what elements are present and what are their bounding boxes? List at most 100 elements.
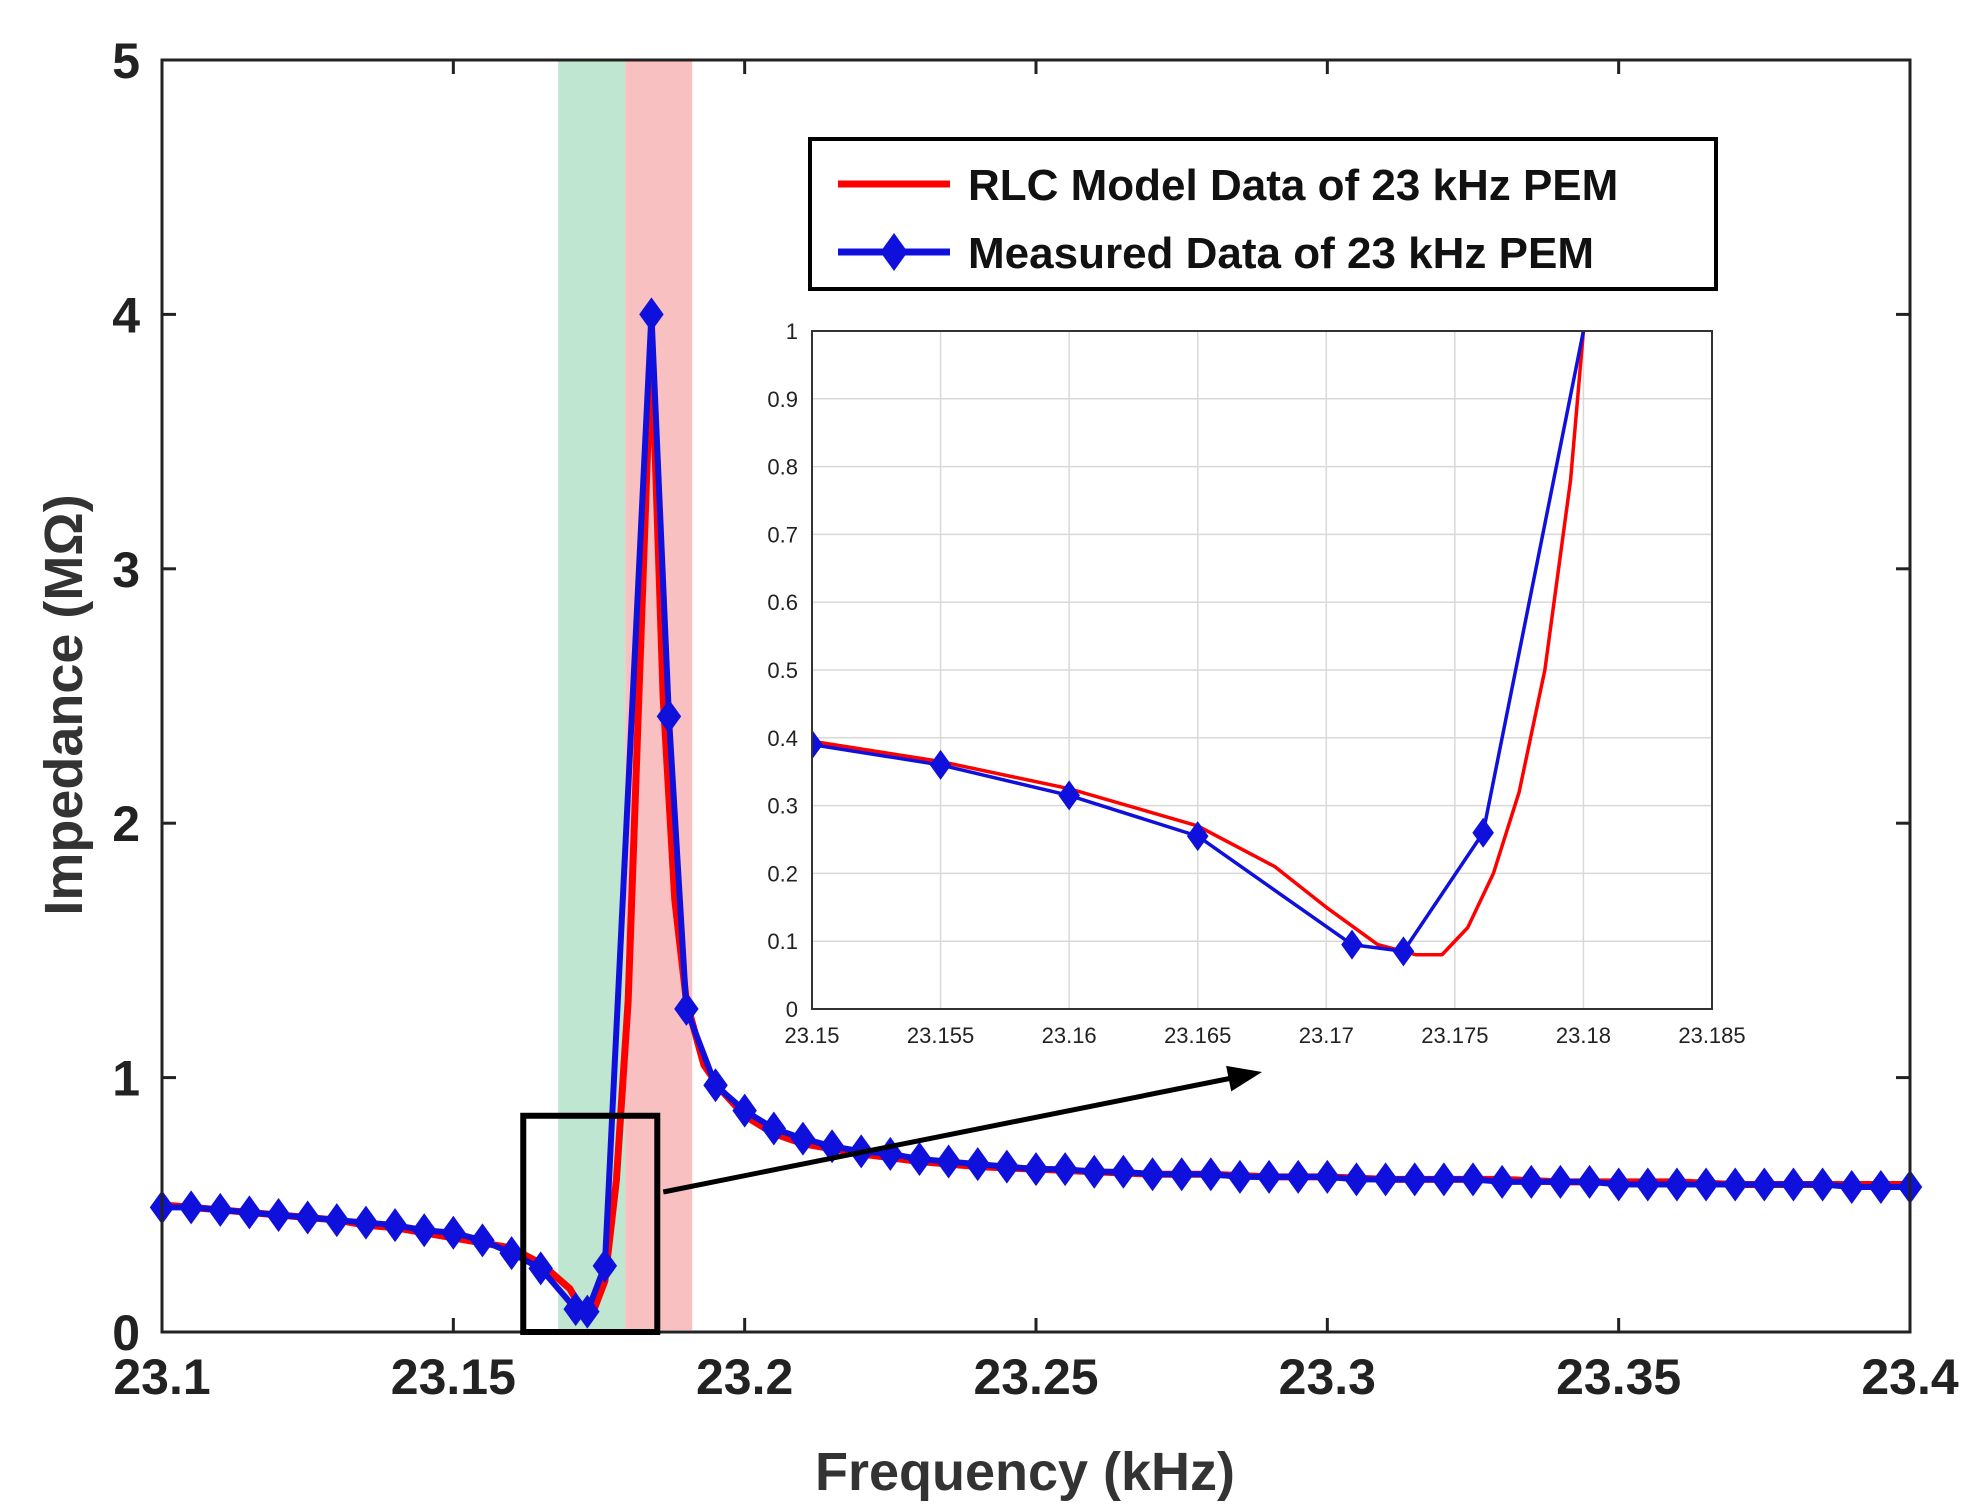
measured-marker xyxy=(575,1294,600,1329)
legend-label-model: RLC Model Data of 23 kHz PEM xyxy=(968,161,1618,210)
measured-marker xyxy=(499,1236,524,1271)
measured-marker xyxy=(1431,1162,1457,1197)
measured-marker xyxy=(178,1190,204,1225)
inset-y-tick-label: 0.7 xyxy=(767,522,798,547)
y-tick-label: 4 xyxy=(112,287,140,343)
measured-marker xyxy=(237,1195,262,1230)
measured-marker xyxy=(1781,1167,1806,1202)
main-plot-data xyxy=(149,297,1923,1329)
measured-marker xyxy=(1693,1167,1719,1202)
measured-marker xyxy=(761,1111,787,1146)
inset-x-tick-label: 23.15 xyxy=(784,1023,839,1048)
inset-x-tick-label: 23.175 xyxy=(1421,1023,1488,1048)
inset-measured-marker xyxy=(1472,817,1494,848)
inset-x-tick-label: 23.16 xyxy=(1042,1023,1097,1048)
x-tick-label: 23.25 xyxy=(973,1349,1098,1405)
y-axis-label: Impedance (MΩ) xyxy=(34,494,94,915)
measured-marker xyxy=(1460,1162,1486,1197)
measured-marker xyxy=(411,1213,437,1248)
inset-measured-marker xyxy=(1186,821,1209,852)
inset-x-tick-label: 23.17 xyxy=(1299,1023,1354,1048)
measured-marker xyxy=(441,1215,466,1250)
zoom-arrow-head xyxy=(1226,1065,1262,1092)
zoom-arrow-line xyxy=(662,1071,1253,1195)
measured-marker xyxy=(1315,1159,1340,1194)
measured-marker xyxy=(1635,1167,1661,1202)
inset-measured-marker xyxy=(1341,929,1363,960)
x-tick-label: 23.4 xyxy=(1861,1349,1959,1405)
inset-y-tick-label: 0.3 xyxy=(767,794,798,819)
measured-marker xyxy=(965,1147,990,1182)
inset-plot-data xyxy=(812,330,1586,967)
measured-marker xyxy=(1489,1164,1515,1199)
measured-marker xyxy=(1839,1169,1864,1204)
measured-marker xyxy=(1344,1162,1369,1197)
measured-marker xyxy=(1082,1154,1107,1189)
measured-marker xyxy=(639,297,664,332)
inset-chart: 23.15 23.155 23.16 23.165 23.17 23.175 23.18 23… xyxy=(767,319,1745,1048)
measured-marker xyxy=(703,1068,728,1103)
legend-measured-marker xyxy=(880,233,908,271)
inset-measured-marker xyxy=(1392,936,1415,967)
measured-marker xyxy=(1052,1152,1078,1187)
inset-measured-marker xyxy=(929,749,952,780)
measured-marker xyxy=(1140,1157,1165,1192)
inset-measured-marker xyxy=(812,729,823,760)
inset-measured-marker xyxy=(1058,780,1080,811)
x-axis-label: Frequency (kHz) xyxy=(815,1442,1235,1502)
measured-marker xyxy=(353,1205,379,1240)
measured-marker xyxy=(790,1121,816,1156)
measured-marker xyxy=(1285,1159,1311,1194)
measured-marker xyxy=(1519,1164,1544,1199)
measured-marker xyxy=(936,1144,961,1179)
inset-x-tick-label: 23.18 xyxy=(1556,1023,1611,1048)
measured-marker xyxy=(1868,1169,1894,1204)
measured-marker xyxy=(1227,1159,1253,1194)
measured-marker xyxy=(1722,1167,1748,1202)
measured-marker xyxy=(732,1093,757,1128)
inset-y-tick-label: 1 xyxy=(786,319,798,344)
measured-marker xyxy=(1111,1154,1136,1189)
measured-marker xyxy=(324,1203,350,1238)
measured-marker xyxy=(907,1142,932,1177)
measured-marker xyxy=(266,1197,291,1232)
legend-box xyxy=(808,137,1718,291)
x-tick-label: 23.1 xyxy=(113,1349,210,1405)
inset-x-tick-label: 23.155 xyxy=(907,1023,974,1048)
measured-marker xyxy=(1664,1167,1690,1202)
measured-marker xyxy=(994,1149,1020,1184)
y-tick-label: 1 xyxy=(112,1051,140,1107)
inset-y-tick-label: 0.1 xyxy=(767,929,798,954)
inset-y-tick-label: 0.5 xyxy=(767,658,798,683)
main-axes: 23.1 23.15 23.2 23.25 23.3 23.35 23.4 0 1 2 3 4 5 xyxy=(112,33,1959,1405)
measured-marker xyxy=(1402,1162,1427,1197)
inset-x-tick-label: 23.185 xyxy=(1678,1023,1745,1048)
inset-y-tick-label: 0.6 xyxy=(767,590,798,615)
zoom-annotation xyxy=(520,1065,1262,1336)
inset-measured-line xyxy=(812,330,1586,954)
measured-marker xyxy=(592,1248,618,1283)
inset-y-tick-label: 0.2 xyxy=(767,861,798,886)
y-tick-label: 5 xyxy=(112,33,140,89)
y-tick-label: 0 xyxy=(112,1305,140,1361)
y-tick-label: 3 xyxy=(112,542,140,598)
inset-y-tick-label: 0 xyxy=(786,997,798,1022)
inset-x-tick-label: 23.165 xyxy=(1164,1023,1231,1048)
measured-marker xyxy=(295,1200,320,1235)
inset-y-tick-label: 0.9 xyxy=(767,387,798,412)
measured-marker xyxy=(674,991,699,1026)
x-tick-label: 23.15 xyxy=(391,1349,516,1405)
measured-marker xyxy=(382,1208,408,1243)
measured-marker xyxy=(1256,1159,1282,1194)
inset-y-tick-label: 0.4 xyxy=(767,726,798,751)
measured-marker xyxy=(528,1251,553,1286)
x-tick-label: 23.35 xyxy=(1556,1349,1681,1405)
measured-marker xyxy=(1373,1162,1398,1197)
measured-marker xyxy=(1198,1157,1224,1192)
measured-marker xyxy=(1606,1167,1631,1202)
measured-marker xyxy=(208,1192,233,1227)
measured-marker xyxy=(1752,1167,1777,1202)
measured-marker xyxy=(1169,1157,1194,1192)
measured-marker xyxy=(656,699,682,734)
